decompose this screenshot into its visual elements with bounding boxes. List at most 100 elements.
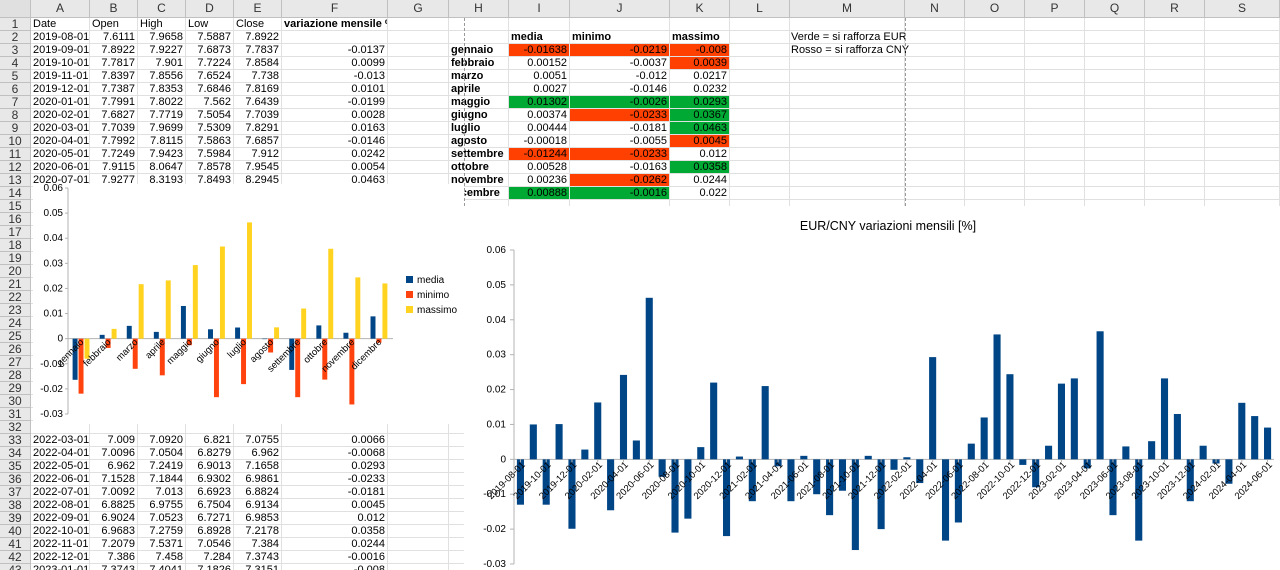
summary-minimo-cell[interactable]: -0.0016 (570, 187, 670, 200)
cell[interactable] (1025, 83, 1085, 96)
row-header-38[interactable]: 38 (0, 499, 31, 512)
cell[interactable] (449, 18, 509, 31)
cell[interactable] (965, 109, 1025, 122)
data-cell[interactable]: 7.2079 (90, 538, 138, 551)
summary-media-cell[interactable]: 0.00152 (509, 57, 570, 70)
cell[interactable] (905, 44, 965, 57)
cell[interactable] (388, 18, 449, 31)
row-header-16[interactable]: 16 (0, 213, 31, 226)
column-header-J[interactable]: J (570, 0, 670, 18)
cell[interactable] (1085, 83, 1145, 96)
cell[interactable] (234, 421, 282, 434)
cell[interactable] (388, 460, 449, 473)
cell[interactable] (1025, 174, 1085, 187)
row-header-10[interactable]: 10 (0, 135, 31, 148)
data-cell[interactable]: 7.6857 (234, 135, 282, 148)
data-cell[interactable]: 2022-03-01 (31, 434, 90, 447)
summary-minimo-cell[interactable]: -0.0219 (570, 44, 670, 57)
cell[interactable] (1025, 187, 1085, 200)
cell[interactable] (790, 96, 905, 109)
data-cell[interactable]: 7.9423 (138, 148, 186, 161)
bar-month[interactable] (516, 459, 524, 505)
column-header-H[interactable]: H (449, 0, 509, 18)
bar-month[interactable] (851, 459, 859, 551)
bar-month[interactable] (684, 459, 692, 519)
column-header-N[interactable]: N (905, 0, 965, 18)
eur-cny-monthly-chart[interactable]: EUR/CNY variazioni mensili [%] -0.03 -0.02… (464, 206, 1280, 570)
data-cell[interactable]: 7.2759 (138, 525, 186, 538)
data-cell[interactable]: 7.5054 (186, 109, 234, 122)
cell[interactable] (1025, 44, 1085, 57)
summary-massimo-cell[interactable]: 0.0232 (670, 83, 730, 96)
data-cell[interactable]: 7.9545 (234, 161, 282, 174)
cell[interactable] (1085, 174, 1145, 187)
cell[interactable] (905, 18, 965, 31)
data-cell[interactable]: 2020-02-01 (31, 109, 90, 122)
cell[interactable] (730, 96, 790, 109)
data-cell[interactable]: 7.3151 (234, 564, 282, 570)
bar-month[interactable] (1045, 445, 1053, 460)
data-cell[interactable]: 2022-06-01 (31, 473, 90, 486)
cell[interactable] (1145, 187, 1205, 200)
data-cell[interactable]: -0.0068 (282, 447, 388, 460)
data-cell[interactable]: 7.7039 (234, 109, 282, 122)
row-header-33[interactable]: 33 (0, 434, 31, 447)
cell[interactable] (965, 148, 1025, 161)
summary-media-cell[interactable]: 0.00888 (509, 187, 570, 200)
cell[interactable] (1145, 18, 1205, 31)
row-header-34[interactable]: 34 (0, 447, 31, 460)
data-cell[interactable]: 7.6827 (90, 109, 138, 122)
summary-massimo-cell[interactable]: 0.0244 (670, 174, 730, 187)
cell[interactable] (1085, 187, 1145, 200)
data-cell[interactable]: 2019-12-01 (31, 83, 90, 96)
data-cell[interactable]: 7.8022 (138, 96, 186, 109)
row-header-21[interactable]: 21 (0, 278, 31, 291)
bar-month[interactable] (1251, 416, 1259, 460)
row-header-40[interactable]: 40 (0, 525, 31, 538)
summary-massimo-cell[interactable]: -0.008 (670, 44, 730, 57)
cell[interactable] (905, 109, 965, 122)
bar-month[interactable] (826, 459, 834, 516)
bar-massimo-aprile[interactable] (165, 280, 171, 339)
bar-minimo-aprile[interactable] (159, 338, 165, 376)
bar-month[interactable] (1006, 374, 1014, 460)
column-header-L[interactable]: L (730, 0, 790, 18)
column-header-P[interactable]: P (1025, 0, 1085, 18)
cell[interactable] (1205, 44, 1280, 57)
bar-month[interactable] (993, 334, 1001, 460)
bar-minimo-maggio[interactable] (186, 338, 192, 346)
cell[interactable] (965, 83, 1025, 96)
data-cell[interactable]: 7.8291 (234, 122, 282, 135)
cell[interactable] (1205, 70, 1280, 83)
bar-month[interactable] (838, 459, 847, 491)
data-cell[interactable]: 7.8397 (90, 70, 138, 83)
row-header-15[interactable]: 15 (0, 200, 31, 213)
cell[interactable] (1205, 57, 1280, 70)
data-cell[interactable]: 7.1528 (90, 473, 138, 486)
data-cell[interactable]: -0.0146 (282, 135, 388, 148)
row-header-43[interactable]: 43 (0, 564, 31, 570)
bar-media-novembre[interactable] (343, 332, 349, 339)
cell[interactable] (388, 447, 449, 460)
row-header-25[interactable]: 25 (0, 330, 31, 343)
cell[interactable] (965, 31, 1025, 44)
column-header-E[interactable]: E (234, 0, 282, 18)
data-cell[interactable]: 6.9683 (90, 525, 138, 538)
bar-massimo-dicembre[interactable] (382, 283, 388, 339)
data-cell[interactable]: 7.0546 (186, 538, 234, 551)
cell[interactable] (388, 421, 449, 434)
bar-month[interactable] (813, 459, 821, 495)
cell[interactable] (1085, 57, 1145, 70)
row-header-20[interactable]: 20 (0, 265, 31, 278)
summary-minimo-cell[interactable]: -0.0233 (570, 109, 670, 122)
row-header-42[interactable]: 42 (0, 551, 31, 564)
summary-minimo-cell[interactable]: -0.0163 (570, 161, 670, 174)
summary-header-massimo[interactable]: massimo (670, 31, 730, 44)
data-cell[interactable]: 7.384 (234, 538, 282, 551)
bar-month[interactable] (1135, 459, 1143, 541)
summary-media-cell[interactable]: 0.0027 (509, 83, 570, 96)
cell[interactable] (965, 96, 1025, 109)
data-cell[interactable]: 2022-04-01 (31, 447, 90, 460)
bar-minimo-giugno[interactable] (213, 338, 219, 398)
cell[interactable] (905, 57, 965, 70)
